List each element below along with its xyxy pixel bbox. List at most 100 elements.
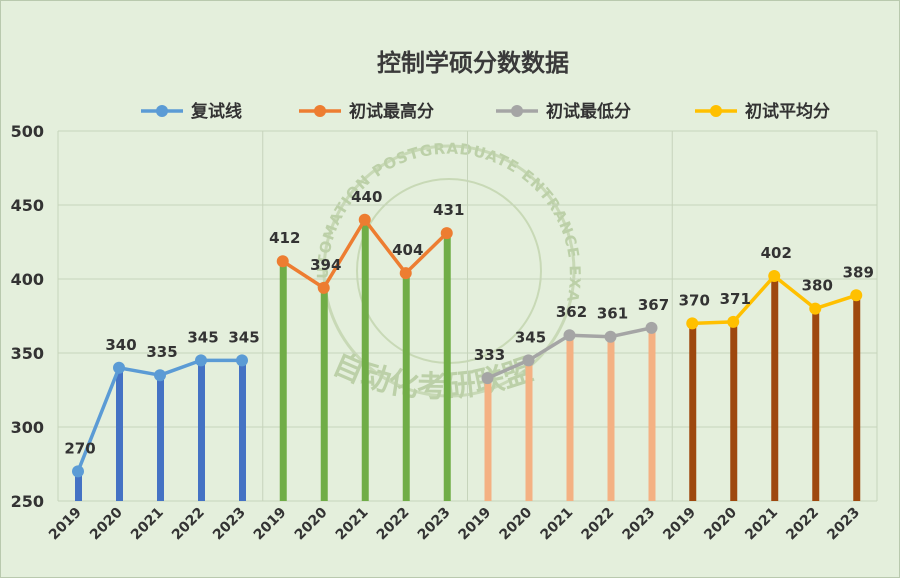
data-label: 270: [64, 439, 95, 457]
data-label: 380: [802, 277, 833, 295]
x-tick-label: 2023: [824, 505, 863, 544]
bar: [320, 287, 328, 501]
x-tick-label: 2019: [251, 505, 290, 544]
x-tick-label: 2019: [455, 505, 494, 544]
x-tick-label: 2022: [578, 505, 617, 544]
bars: [75, 219, 861, 502]
x-tick-label: 2019: [660, 505, 699, 544]
data-point: [481, 372, 494, 385]
x-tick-label: 2023: [619, 505, 658, 544]
data-label: 402: [761, 244, 792, 262]
data-label: 345: [228, 328, 259, 346]
chart-title: 控制学硕分数数据: [377, 49, 569, 77]
data-point: [195, 354, 207, 367]
bar: [689, 323, 697, 501]
y-tick-label: 250: [11, 492, 44, 511]
data-label: 371: [720, 290, 751, 308]
data-point: [768, 270, 781, 283]
legend-label: 初试最高分: [349, 101, 434, 122]
bar: [239, 360, 246, 501]
y-tick-label: 400: [11, 270, 44, 289]
data-point: [604, 330, 617, 343]
legend-label: 初试平均分: [745, 101, 830, 122]
x-tick-label: 2022: [783, 505, 822, 544]
bar: [157, 375, 164, 501]
x-tick-label: 2021: [128, 505, 167, 544]
data-point: [358, 213, 371, 226]
data-point: [727, 315, 740, 328]
bar: [812, 308, 820, 501]
data-label: 394: [310, 256, 341, 274]
y-axis: 250 300 350 400 450 500: [11, 122, 44, 511]
data-point: [522, 354, 535, 367]
legend-marker: [511, 105, 523, 117]
legend-marker: [710, 105, 722, 117]
x-tick-label: 2022: [169, 505, 208, 544]
x-tick-label: 2019: [46, 505, 85, 544]
data-label: 404: [392, 241, 423, 259]
data-label: 345: [515, 328, 546, 346]
data-label: 340: [105, 336, 136, 354]
data-point: [563, 329, 576, 342]
data-label: 440: [351, 188, 382, 206]
data-label: 431: [433, 201, 464, 219]
bar: [730, 321, 738, 501]
bar: [771, 276, 779, 501]
legend-marker: [314, 105, 326, 117]
legend-marker: [156, 105, 168, 117]
group-separators: [262, 131, 673, 501]
data-point: [317, 281, 330, 294]
y-tick-label: 500: [11, 122, 44, 141]
bar: [443, 233, 451, 501]
bar: [75, 471, 82, 501]
bar: [279, 261, 287, 501]
x-tick-label: 2021: [537, 505, 576, 544]
bar: [525, 360, 533, 501]
data-label: 361: [597, 305, 628, 323]
data-point: [809, 302, 822, 315]
bar: [566, 335, 574, 501]
data-point: [440, 227, 453, 240]
x-tick-label: 2021: [333, 505, 372, 544]
data-point: [645, 321, 658, 334]
y-tick-label: 300: [11, 418, 44, 437]
data-point: [154, 369, 166, 382]
y-tick-label: 350: [11, 344, 44, 363]
x-tick-label: 2020: [87, 504, 126, 543]
bar: [361, 219, 369, 502]
watermark-brand-text: 自动化考研联盟: [328, 347, 538, 405]
data-point: [276, 255, 289, 268]
data-point: [236, 354, 248, 367]
watermark-ring-text: AUTOMATION POSTGRADUATE ENTRANCE EXAMINA…: [1, 1, 584, 304]
x-tick-label: 2023: [210, 505, 249, 544]
x-tick-label: 2020: [292, 504, 331, 543]
data-label: 367: [638, 296, 669, 314]
x-tick-label: 2023: [415, 505, 454, 544]
data-point: [113, 361, 125, 374]
data-point: [72, 465, 84, 478]
bar: [853, 295, 861, 501]
data-label: 389: [843, 263, 874, 281]
data-label: 412: [269, 229, 300, 247]
data-label: 345: [187, 328, 218, 346]
x-axis: 2019 2020 2021 2022 2023 2019 2020 2021 2022 2023…: [46, 504, 863, 543]
bar: [648, 327, 656, 501]
y-tick-label: 450: [11, 196, 44, 215]
data-label: 370: [679, 291, 710, 309]
x-tick-label: 2021: [742, 505, 781, 544]
legend: 复试线 初试最高分 初试最低分 初试平均分: [141, 101, 830, 122]
data-label: 335: [146, 343, 177, 361]
bar: [484, 378, 492, 501]
bar: [607, 336, 615, 501]
legend-label: 初试最低分: [546, 101, 631, 122]
bar: [116, 367, 123, 501]
x-tick-label: 2022: [374, 505, 413, 544]
data-point: [399, 267, 412, 280]
data-point: [850, 289, 863, 302]
data-labels: 270 340 335 345 345 412 394 440 404 431 333 345 362 3…: [64, 188, 874, 458]
legend-label: 复试线: [190, 101, 242, 122]
bar: [198, 360, 205, 501]
x-tick-label: 2020: [701, 504, 740, 543]
